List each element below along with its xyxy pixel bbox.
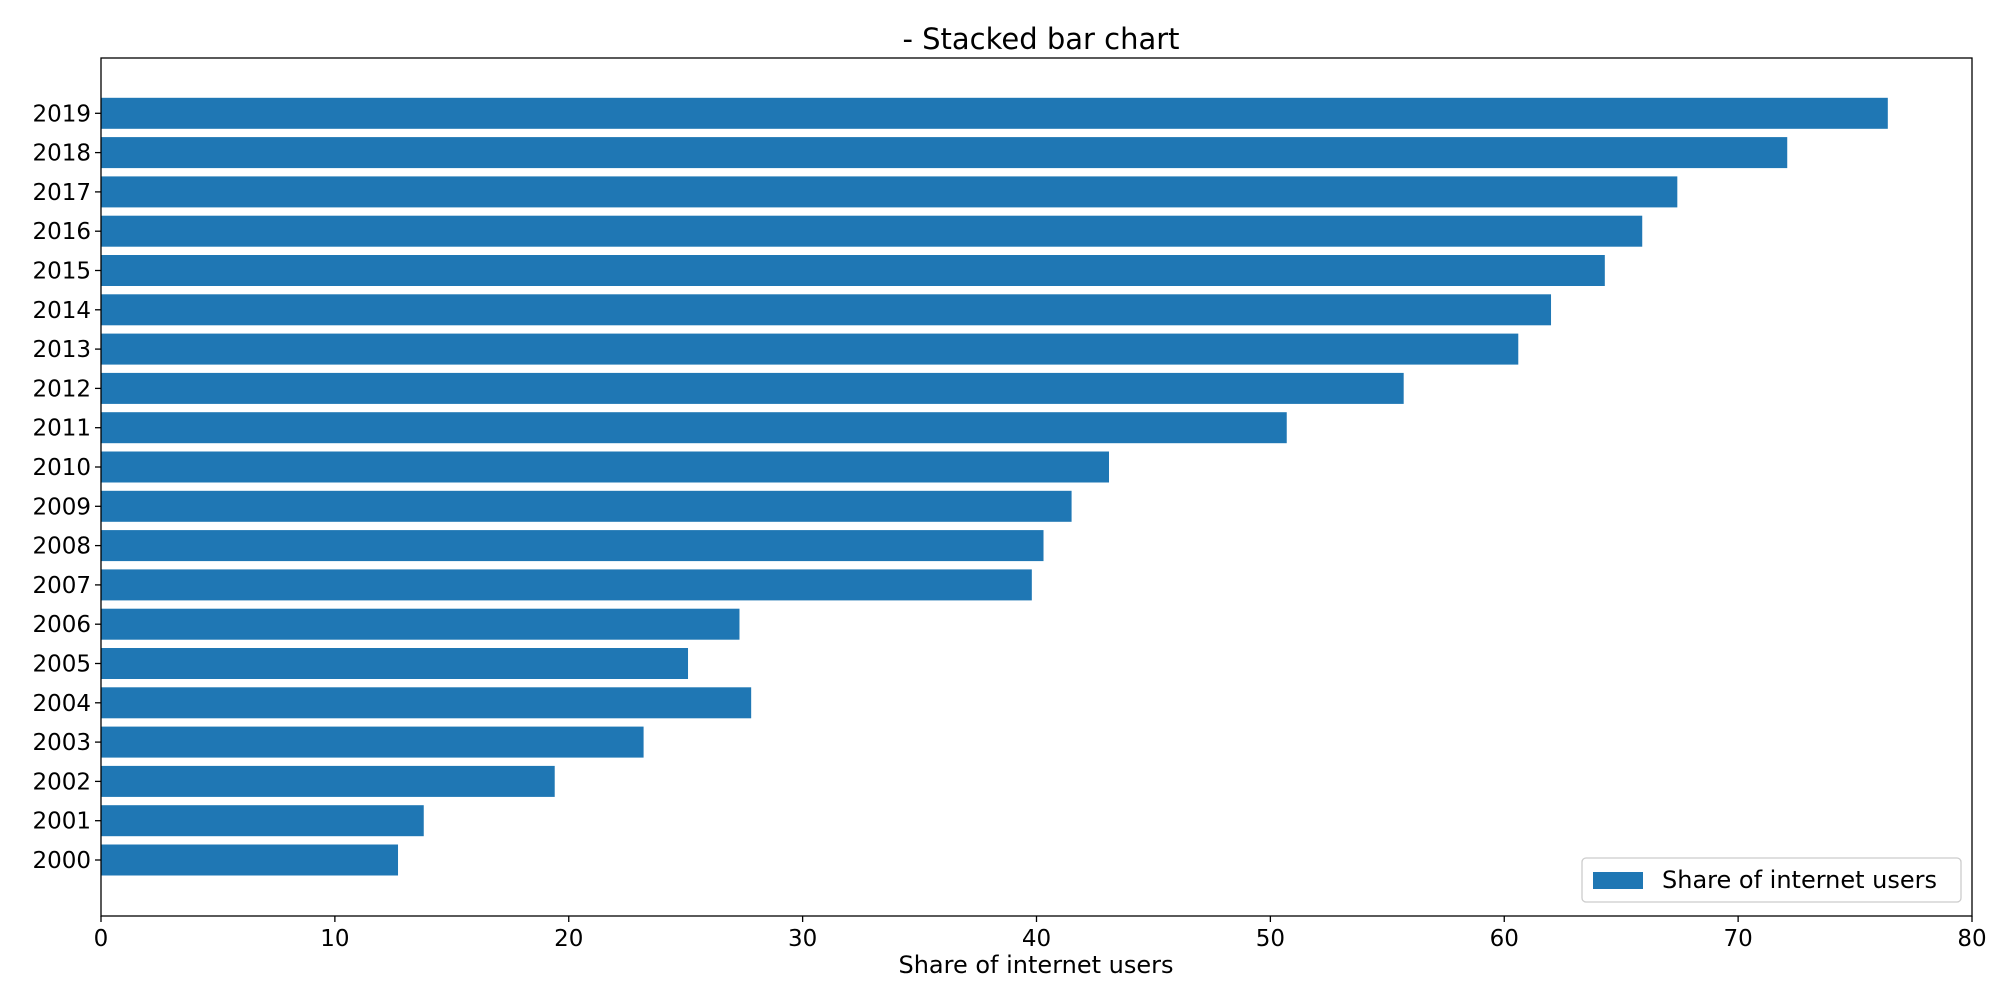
y-tick-label-2019: 2019	[32, 101, 91, 127]
legend-box	[1581, 857, 1962, 903]
x-tick-label-10: 10	[320, 926, 349, 952]
bar-2003	[101, 726, 644, 758]
bar-2002	[101, 765, 555, 797]
bar-2015	[101, 255, 1605, 286]
x-tick-label-80: 80	[1957, 926, 1986, 952]
y-tick-label-2017: 2017	[32, 180, 91, 206]
x-tick-label-70: 70	[1723, 926, 1752, 952]
y-tick-label-2000: 2000	[32, 848, 91, 874]
x-tick-label-50: 50	[1256, 926, 1285, 952]
chart-title: - Stacked bar chart	[902, 22, 1179, 56]
x-axis-ticks: 0 10 20 30 40 50 60 70 80	[94, 916, 1987, 952]
bar-2011	[101, 412, 1287, 444]
y-tick-label-2008: 2008	[32, 534, 91, 560]
plot-frame	[100, 57, 1973, 917]
bar-2013	[101, 333, 1519, 365]
y-axis-ticks: 2000 2001 2002 2003 2004 2005 2006 2007 2008 2009…	[32, 101, 101, 874]
y-tick-label-2015: 2015	[32, 259, 91, 285]
y-tick-label-2004: 2004	[32, 691, 91, 717]
legend: Share of internet users	[1581, 857, 1962, 903]
bar-2014	[101, 294, 1552, 326]
bar-2001	[101, 805, 424, 837]
bar-2019	[101, 97, 1888, 129]
legend-swatch	[1593, 872, 1643, 889]
bar-2004	[101, 687, 752, 719]
bar-2012	[101, 372, 1404, 404]
bar-2016	[101, 215, 1643, 247]
bar-2018	[101, 137, 1788, 169]
y-tick-label-2014: 2014	[32, 298, 91, 324]
legend-label: Share of internet users	[1662, 866, 1937, 894]
bar-2010	[101, 451, 1110, 483]
x-axis-title: Share of internet users	[898, 951, 1173, 979]
bar-2009	[101, 490, 1072, 522]
bar-2017	[101, 176, 1678, 208]
x-tick-label-40: 40	[1022, 926, 1051, 952]
bar-2008	[101, 530, 1044, 562]
y-tick-label-2016: 2016	[32, 219, 91, 245]
bar-2006	[101, 608, 740, 640]
y-tick-label-2012: 2012	[32, 376, 91, 402]
y-tick-label-2007: 2007	[32, 573, 91, 599]
x-tick-label-0: 0	[94, 926, 109, 952]
bars-layer	[101, 97, 1888, 876]
y-tick-label-2001: 2001	[32, 809, 91, 835]
y-tick-label-2005: 2005	[32, 652, 91, 678]
bar-2007	[101, 569, 1032, 601]
bar-2000	[101, 844, 399, 876]
y-tick-label-2003: 2003	[32, 730, 91, 756]
x-tick-label-20: 20	[554, 926, 583, 952]
y-tick-label-2006: 2006	[32, 612, 91, 638]
y-tick-label-2009: 2009	[32, 494, 91, 520]
x-tick-label-30: 30	[788, 926, 817, 952]
x-tick-label-60: 60	[1490, 926, 1519, 952]
y-tick-label-2011: 2011	[32, 416, 91, 442]
bar-2005	[101, 648, 689, 679]
y-tick-label-2018: 2018	[32, 141, 91, 167]
y-tick-label-2010: 2010	[32, 455, 91, 481]
y-tick-label-2002: 2002	[32, 769, 91, 795]
y-tick-label-2013: 2013	[32, 337, 91, 363]
